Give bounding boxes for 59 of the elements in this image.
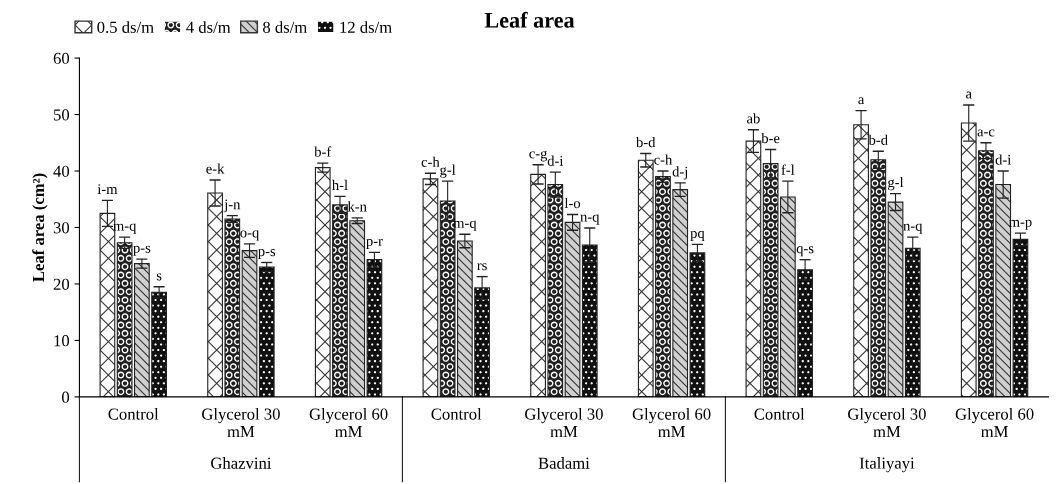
y-tick-label: 0: [62, 391, 70, 403]
data-label: c-h: [654, 154, 673, 165]
data-label: d-i: [547, 155, 564, 166]
y-tick-label: 30: [53, 222, 70, 234]
x-tick-label: Glycerol 60 mM: [632, 407, 711, 438]
text: Italiyayi: [859, 457, 915, 473]
data-label: ab: [747, 113, 760, 124]
data-label: p-s: [133, 245, 151, 256]
data-label: l-o: [564, 197, 581, 209]
data-label: b-d: [868, 134, 888, 145]
legend-label: 8 ds/m: [263, 21, 308, 33]
x-tick-label: Control: [754, 407, 805, 420]
data-label: h-l: [332, 179, 348, 190]
data-label: k-n: [347, 201, 367, 212]
y-tick-label: 10: [54, 335, 70, 347]
data-label: c-g: [529, 150, 548, 162]
data-label: o-q: [240, 230, 259, 241]
y-tick-label: 60: [53, 52, 70, 65]
data-label: d-i: [995, 154, 1012, 165]
data-label: m-q: [453, 220, 477, 231]
text: Badami: [538, 457, 590, 469]
data-label: a: [966, 91, 972, 99]
data-label: s: [156, 273, 162, 281]
legend-label: 0.5 ds/m: [97, 21, 154, 33]
data-label: n-q: [580, 214, 600, 225]
data-label: c-h: [421, 156, 440, 167]
data-label: rs: [477, 263, 487, 271]
data-label: n-q: [903, 223, 923, 234]
data-label: f-l: [781, 164, 795, 175]
chart-title: Leaf area: [484, 11, 575, 28]
y-axis-title: Leaf area (cm²): [32, 173, 48, 282]
data-label: pq: [690, 230, 705, 242]
data-label: i-m: [97, 184, 118, 194]
x-tick-label: Control: [108, 407, 159, 420]
x-tick-label: Control: [431, 407, 482, 420]
data-label: b-d: [636, 136, 656, 148]
data-label: a: [858, 97, 865, 105]
data-label: g-l: [888, 176, 904, 191]
x-tick-label: Glycerol 60 mM: [955, 407, 1034, 438]
legend-label: 12 ds/m: [340, 21, 392, 33]
y-tick-label: 40: [53, 165, 70, 177]
text: Ghazvini: [211, 457, 272, 469]
x-tick-label: Glycerol 30 mM: [202, 407, 280, 438]
data-label: q-s: [796, 246, 814, 257]
y-tick-label: 50: [54, 109, 70, 121]
data-label: b-f: [314, 146, 332, 157]
data-label: j-n: [223, 199, 241, 213]
data-label: a-c: [977, 129, 995, 137]
data-label: e-k: [206, 163, 225, 174]
legend-label: 4 ds/m: [186, 21, 231, 33]
y-tick-label: 20: [53, 278, 70, 290]
data-label: d-j: [672, 166, 688, 180]
x-tick-label: Glycerol 30 mM: [525, 407, 603, 438]
x-tick-label: Glycerol 30 mM: [848, 407, 926, 438]
data-label: p-s: [258, 249, 276, 260]
x-tick-label: Glycerol 60 mM: [309, 407, 388, 438]
data-label: p-r: [366, 238, 383, 249]
data-label: g-l: [440, 164, 456, 178]
data-label: b-e: [761, 132, 780, 144]
